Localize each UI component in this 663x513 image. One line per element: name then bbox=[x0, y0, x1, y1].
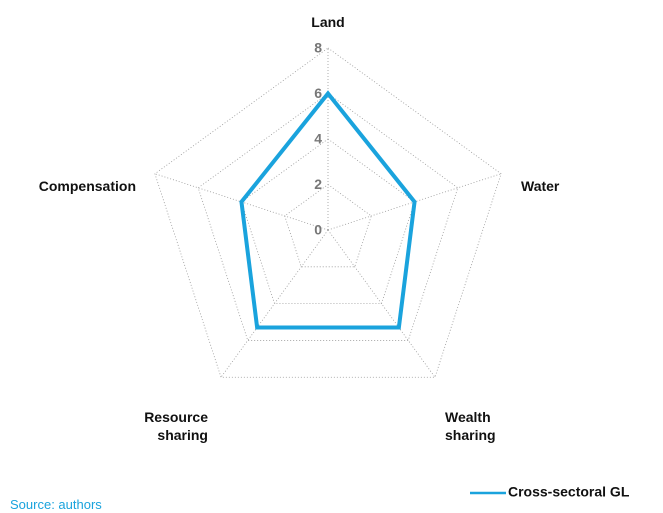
tick-label: 0 bbox=[314, 222, 322, 238]
grid-ring bbox=[284, 184, 372, 268]
tick-label: 8 bbox=[314, 40, 322, 56]
series-line bbox=[239, 90, 417, 330]
legend-label: Cross-sectoral GL bbox=[508, 484, 630, 500]
tick-label: 4 bbox=[314, 131, 322, 147]
grid-ring bbox=[240, 138, 416, 305]
category-label: Wealth sharing bbox=[445, 409, 496, 443]
grid-ring bbox=[154, 47, 502, 378]
category-label: Water bbox=[521, 178, 560, 194]
source: Source: authors bbox=[10, 497, 102, 512]
spoke bbox=[220, 229, 329, 378]
category-label: Resource sharing bbox=[144, 409, 208, 443]
category-label: Compensation bbox=[38, 178, 136, 194]
category-label: Land bbox=[311, 14, 345, 30]
tick-label: 2 bbox=[314, 176, 322, 192]
tick-label: 6 bbox=[314, 85, 322, 101]
